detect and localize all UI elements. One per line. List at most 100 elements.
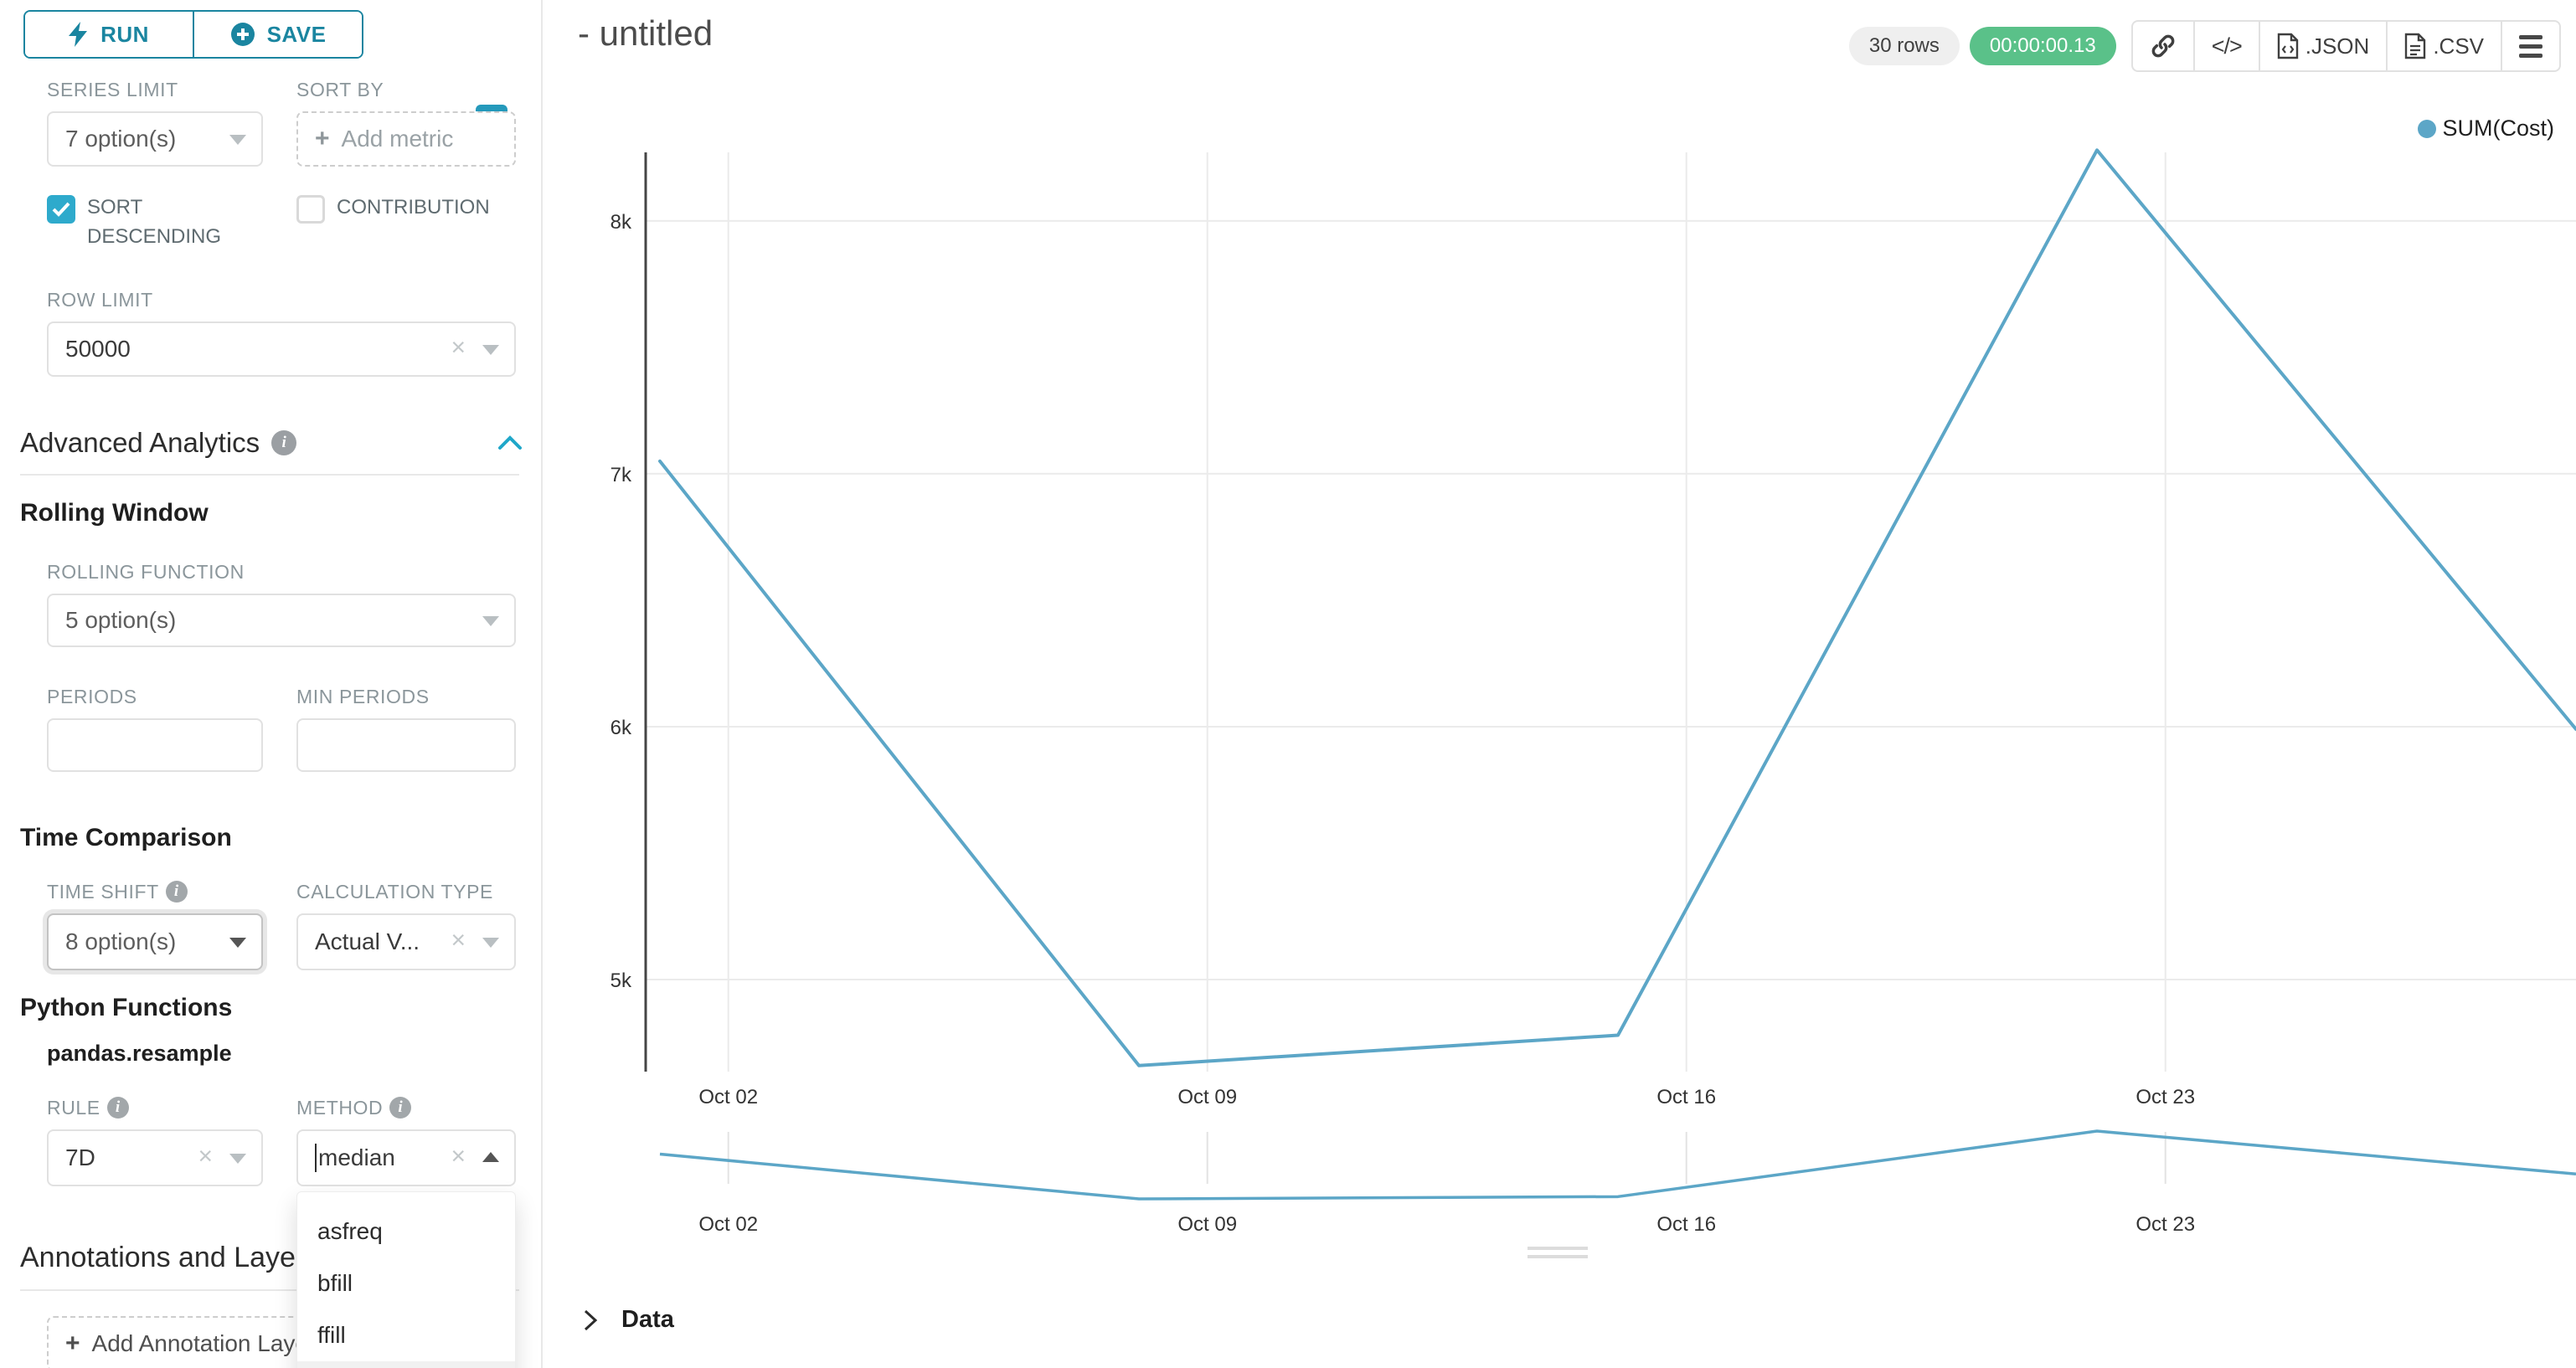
save-button[interactable]: SAVE [193,12,362,57]
clear-icon[interactable]: × [451,333,466,362]
svg-text:Oct 23: Oct 23 [2136,1213,2195,1236]
add-metric-placeholder: Add metric [341,126,454,152]
sort-descending-label: SORT DESCENDING [87,196,222,248]
chart-header-toolbar: 30 rows 00:00:00.13 </> .J [1848,20,2561,72]
csv-file-icon [2405,33,2426,59]
clear-icon[interactable]: × [451,926,466,954]
divider [20,473,519,476]
check-icon [52,202,70,217]
plus-circle-icon [230,23,255,46]
row-limit-select[interactable]: 50000 × [47,321,516,377]
menu-item-median[interactable]: median [297,1360,515,1368]
copy-link-button[interactable] [2130,20,2195,72]
advanced-analytics-title: Advanced Analytics [20,426,260,458]
annotations-layers-title: Annotations and Layers [20,1241,320,1273]
save-button-label: SAVE [266,21,327,47]
sort-descending-option: SORT DESCENDING [47,193,263,252]
time-shift-select[interactable]: 8 option(s) [47,913,263,970]
method-value: median [318,1144,395,1170]
calculation-type-label: CALCULATION TYPE [296,880,493,903]
min-periods-input[interactable] [296,717,516,772]
chevron-down-icon [482,344,499,355]
calculation-type-select[interactable]: Actual V... × [296,913,516,970]
chart-panel: Oct 02 Oct 09 Oct 16 Oct 23 5k 6k 7k 8k Oct 02 Oc… [543,0,2576,1368]
chevron-down-icon [482,937,499,948]
csv-button-label: .CSV [2433,33,2484,59]
chevron-down-icon [229,1153,246,1164]
time-shift-label: TIME SHIFT i [47,881,263,903]
link-icon [2151,34,2175,58]
legend-label: SUM(Cost) [2442,116,2555,141]
legend-dot-icon [2417,119,2436,138]
chevron-down-icon [229,937,246,948]
annotations-layers-header: Annotations and Layers [20,1242,541,1274]
sort-by-add-metric[interactable]: + Add metric [296,111,516,167]
chart-legend[interactable]: SUM(Cost) [2417,116,2555,141]
rule-select[interactable]: 7D × [47,1129,263,1186]
rolling-function-value: 5 option(s) [65,606,177,633]
svg-text:8k: 8k [611,211,632,234]
svg-text:Oct 16: Oct 16 [1656,1213,1716,1236]
method-select[interactable]: median × [296,1129,516,1186]
info-icon: i [389,1097,412,1119]
chevron-down-icon [482,615,499,626]
run-button[interactable]: RUN [25,12,193,57]
control-panel-sidebar: RUN SAVE SERIES LIMIT SORT BY + [0,0,543,1368]
svg-text:Oct 16: Oct 16 [1656,1086,1716,1108]
info-icon: i [106,1097,129,1119]
svg-text:6k: 6k [611,717,632,739]
rule-label: RULE i [47,1097,263,1119]
run-save-button-group: RUN SAVE [23,10,363,59]
plus-icon: + [65,1329,80,1357]
json-button-label: .JSON [2305,33,2370,59]
panel-resize-handle[interactable] [1528,1247,1588,1263]
export-csv-button[interactable]: .CSV [2386,20,2502,72]
export-json-button[interactable]: .JSON [2258,20,2388,72]
sort-by-label: SORT BY [296,79,384,100]
contribution-checkbox[interactable] [296,195,325,224]
clear-icon[interactable]: × [451,1142,466,1170]
chevron-down-icon [229,135,246,145]
clear-icon[interactable]: × [198,1142,213,1170]
calculation-type-value: Actual V... [315,928,420,954]
view-query-button[interactable]: </> [2192,20,2260,72]
periods-input[interactable] [47,717,263,772]
pandas-resample-label: pandas.resample [47,1040,232,1066]
data-panel-title: Data [621,1306,674,1333]
rolling-function-select[interactable]: 5 option(s) [47,593,516,647]
sort-descending-checkbox[interactable] [47,195,75,224]
chart-title: - untitled [578,13,714,53]
menu-item-ffill[interactable]: ffill [317,1321,346,1348]
info-icon: i [165,881,188,903]
advanced-analytics-header[interactable]: Advanced Analytics i [20,427,541,459]
data-panel-header[interactable]: Data [581,1306,674,1334]
menu-item-asfreq[interactable]: asfreq [317,1217,383,1244]
menu-item-bfill[interactable]: bfill [317,1269,353,1296]
periods-label: PERIODS [47,685,137,707]
run-button-label: RUN [100,21,149,47]
lightning-icon [69,22,88,47]
add-annotation-layer-label: Add Annotation Layer [91,1329,317,1356]
hamburger-icon [2519,34,2543,58]
divider [20,1288,519,1291]
min-periods-label: MIN PERIODS [296,685,430,707]
info-icon: i [271,429,297,455]
chevron-up-icon [482,1151,499,1162]
plus-icon: + [315,125,330,152]
svg-text:Oct 09: Oct 09 [1177,1086,1237,1108]
row-limit-value: 50000 [65,335,131,362]
python-functions-title: Python Functions [20,993,233,1021]
chart-menu-button[interactable] [2501,20,2561,72]
chevron-up-icon[interactable] [497,435,523,450]
query-timer-badge: 00:00:00.13 [1969,27,2116,65]
method-dropdown-menu: asfreq bfill ffill median [296,1191,516,1368]
line-chart[interactable]: Oct 02 Oct 09 Oct 16 Oct 23 5k 6k 7k 8k Oct 02 Oc… [543,0,2576,1368]
rolling-window-title: Rolling Window [20,498,209,527]
svg-text:Oct 02: Oct 02 [698,1086,758,1108]
series-limit-select[interactable]: 7 option(s) [47,111,263,167]
rolling-function-label: ROLLING FUNCTION [47,560,245,583]
method-label: METHOD i [296,1097,516,1119]
contribution-option: CONTRIBUTION [296,193,516,252]
svg-text:Oct 02: Oct 02 [698,1213,758,1236]
